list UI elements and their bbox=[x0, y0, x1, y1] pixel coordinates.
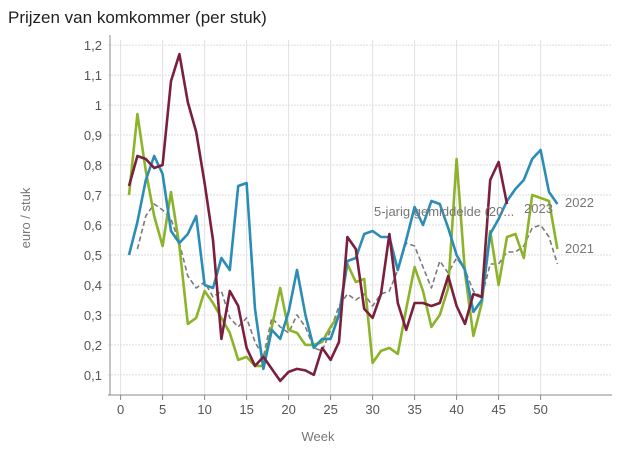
series-label: 2023 bbox=[524, 201, 553, 216]
x-tick-label: 5 bbox=[159, 402, 166, 417]
y-tick-label: 0,7 bbox=[84, 188, 102, 203]
y-tick-label: 0,4 bbox=[84, 278, 102, 293]
y-tick-label: 0,8 bbox=[84, 158, 102, 173]
y-tick-label: 0,1 bbox=[84, 368, 102, 383]
x-tick-label: 45 bbox=[491, 402, 505, 417]
series-label: 2022 bbox=[565, 195, 594, 210]
y-axis-label: euro / stuk bbox=[18, 187, 33, 248]
series-label: 2021 bbox=[565, 241, 594, 256]
series-line-2022 bbox=[127, 148, 559, 371]
y-tick-label: 0,2 bbox=[84, 338, 102, 353]
x-tick-label: 35 bbox=[407, 402, 421, 417]
y-tick-label: 0,5 bbox=[84, 248, 102, 263]
y-tick-label: 0,9 bbox=[84, 128, 102, 143]
x-tick-label: 50 bbox=[533, 402, 547, 417]
x-tick-label: 20 bbox=[281, 402, 295, 417]
x-tick-label: 15 bbox=[239, 402, 253, 417]
x-tick-label: 0 bbox=[117, 402, 124, 417]
series-line-2021 bbox=[127, 112, 559, 368]
y-tick-label: 1 bbox=[95, 98, 102, 113]
chart-title: Prijzen van komkommer (per stuk) bbox=[8, 8, 267, 27]
y-tick-label: 1,1 bbox=[84, 68, 102, 83]
series-label: 5-jarig gemiddelde (20... bbox=[374, 204, 514, 219]
x-tick-label: 10 bbox=[197, 402, 211, 417]
x-tick-label: 40 bbox=[449, 402, 463, 417]
y-tick-label: 0,3 bbox=[84, 308, 102, 323]
series-line-2023 bbox=[127, 52, 509, 383]
x-tick-label: 30 bbox=[365, 402, 379, 417]
y-tick-label: 0,6 bbox=[84, 218, 102, 233]
x-axis-label: Week bbox=[302, 429, 335, 444]
x-tick-label: 25 bbox=[323, 402, 337, 417]
y-tick-label: 1,2 bbox=[84, 38, 102, 53]
